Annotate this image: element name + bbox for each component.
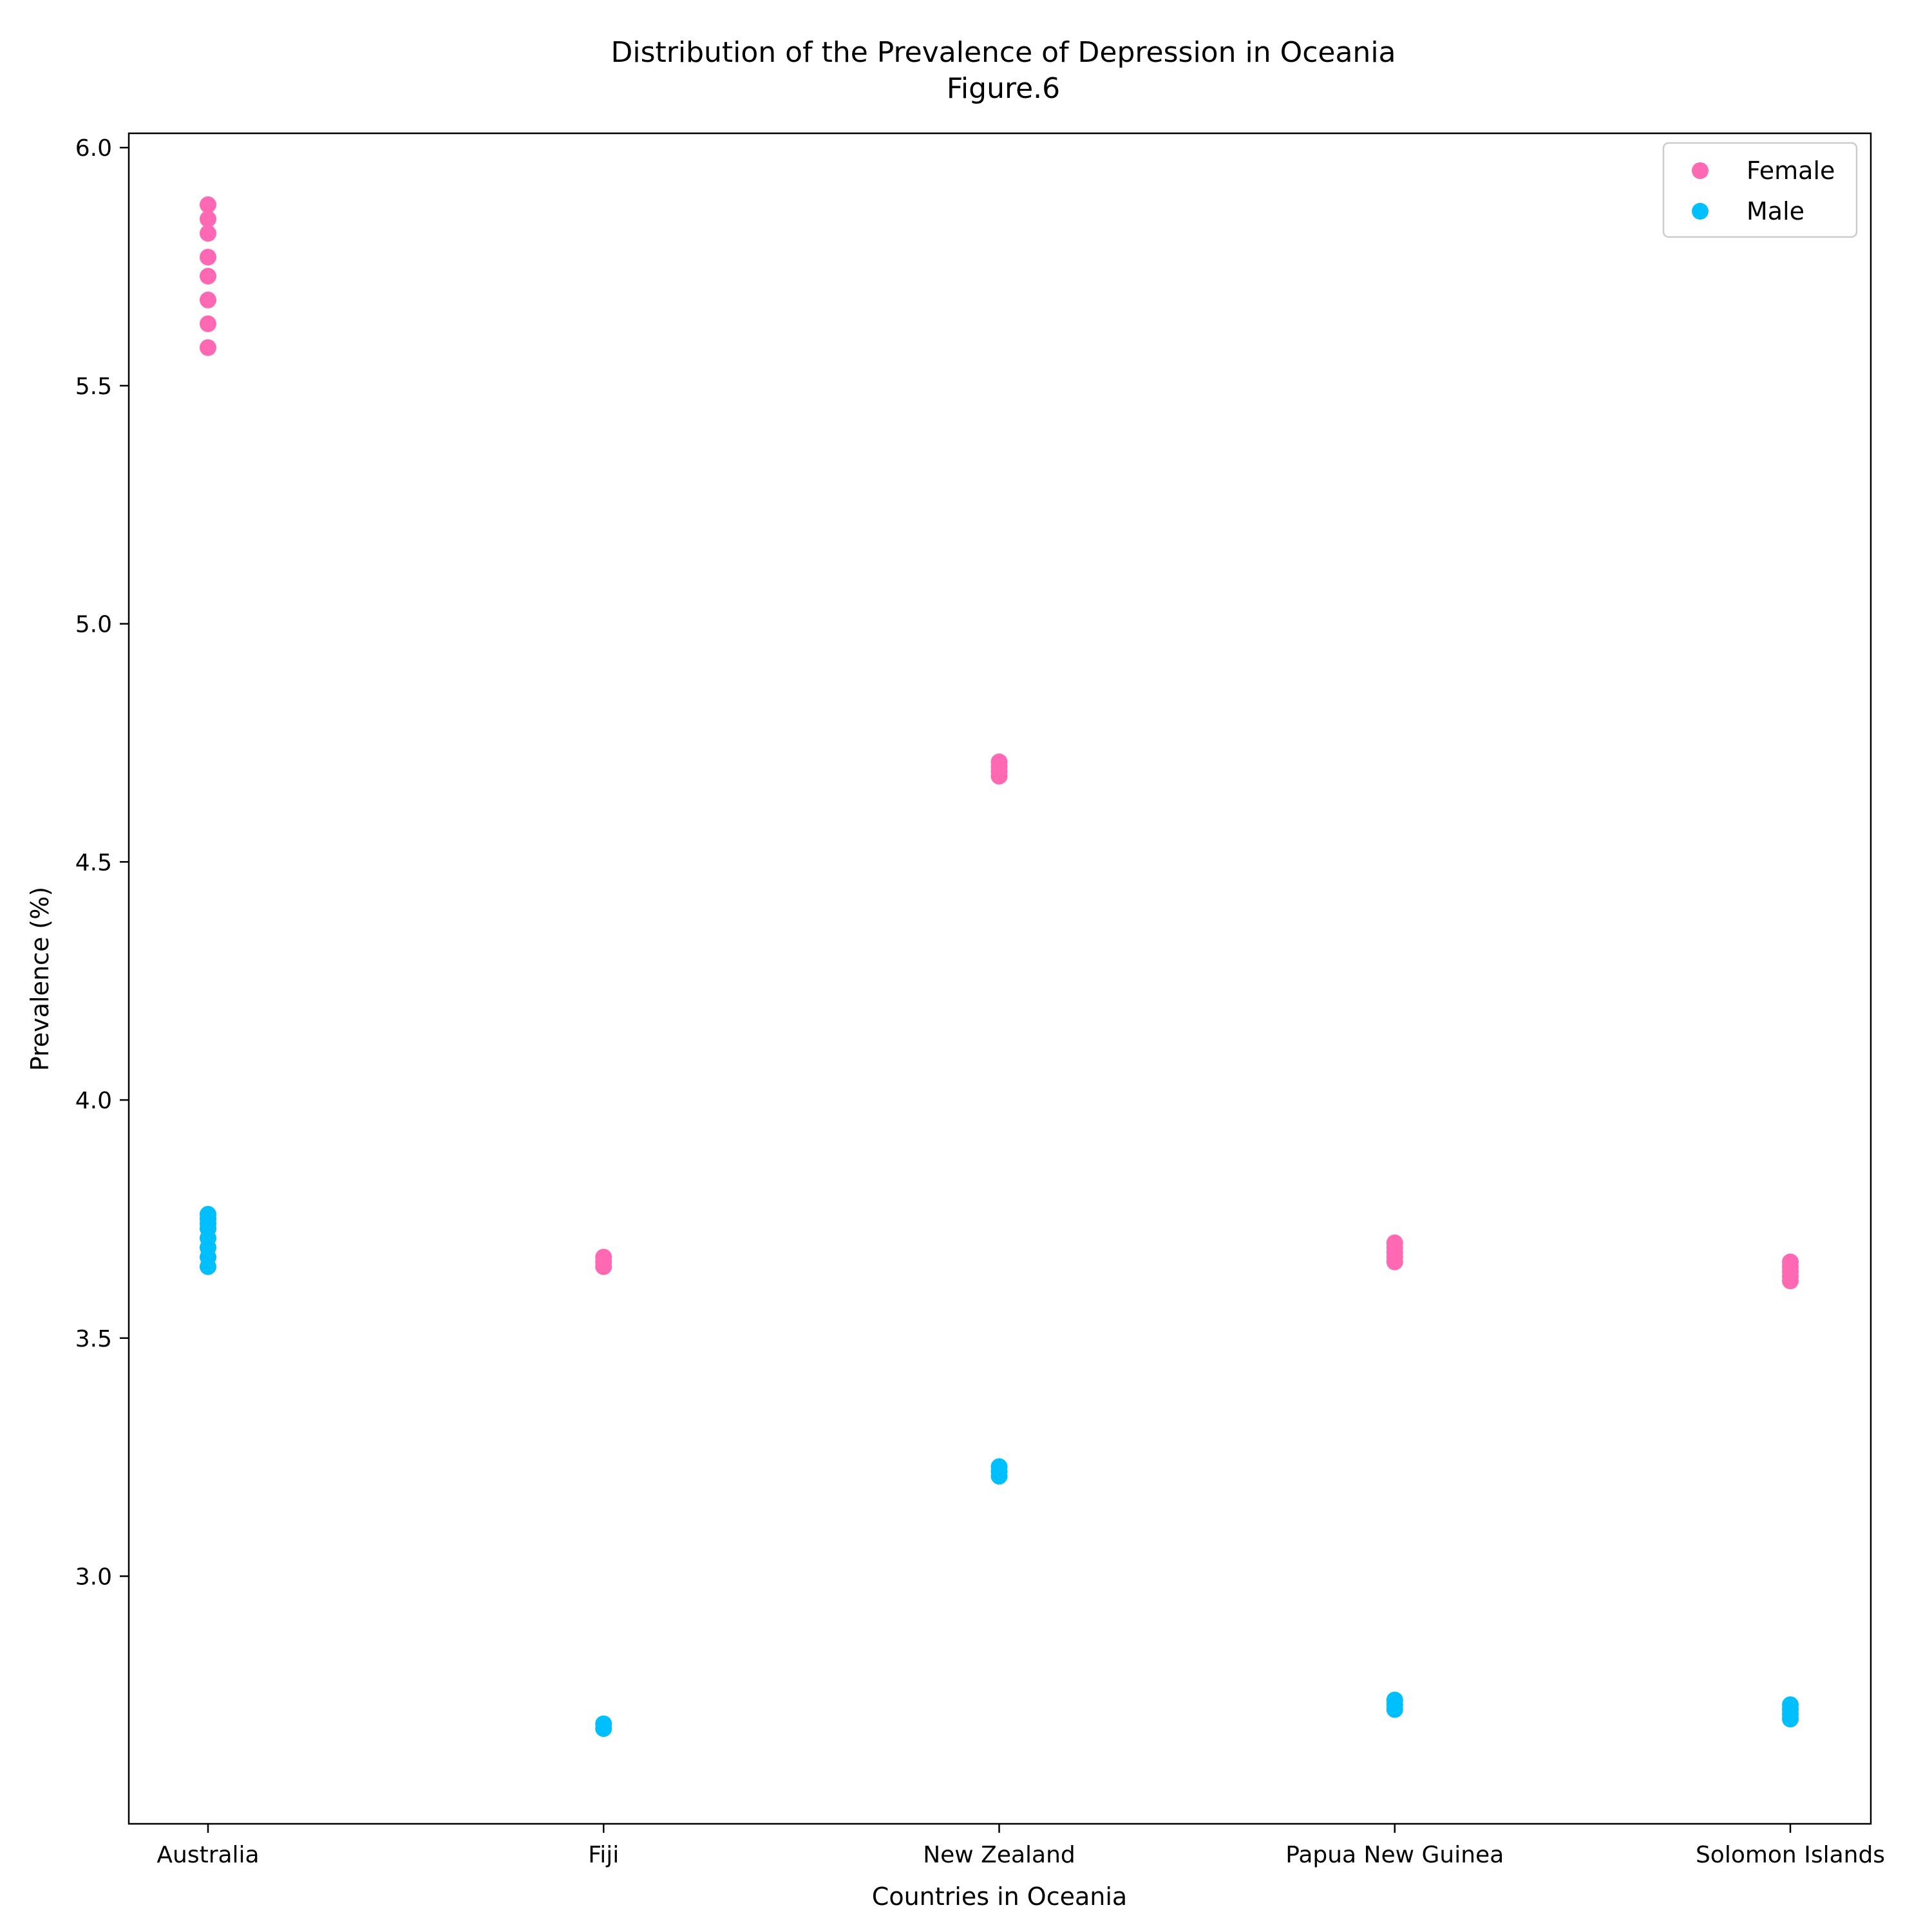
y-tick-label: 6.0 — [75, 135, 112, 162]
x-axis-label: Countries in Oceania — [872, 1882, 1127, 1911]
chart-subtitle: Figure.6 — [947, 72, 1060, 105]
legend-label-male: Male — [1747, 197, 1804, 225]
y-tick-label: 5.5 — [75, 374, 112, 400]
data-point — [200, 211, 216, 228]
data-point — [200, 267, 216, 285]
series-male — [200, 1206, 1799, 1738]
y-axis-ticks: 3.0 3.5 4.0 4.5 5.0 5.5 6.0 — [75, 135, 129, 1590]
chart-legend: Female Male — [1662, 142, 1858, 238]
legend-marker-male — [1692, 203, 1709, 220]
data-point — [595, 1715, 612, 1732]
plot-area — [200, 196, 1799, 1738]
data-point — [1386, 1234, 1403, 1251]
x-tick-label: Australia — [156, 1842, 259, 1868]
chart-title: Distribution of the Prevalence of Depres… — [611, 36, 1396, 69]
y-axis-label: Prevalence (%) — [26, 887, 54, 1071]
data-point — [595, 1249, 612, 1266]
data-point — [200, 291, 216, 308]
data-point — [200, 1206, 216, 1223]
data-point — [1782, 1696, 1799, 1714]
y-tick-label: 4.0 — [75, 1088, 112, 1114]
data-point — [200, 339, 216, 356]
data-point — [200, 225, 216, 242]
x-tick-label: Papua New Guinea — [1285, 1842, 1504, 1868]
axes-frame — [128, 132, 1872, 1825]
y-tick-label: 3.5 — [75, 1326, 112, 1352]
x-tick-label: Fiji — [588, 1842, 619, 1868]
legend-label-female: Female — [1747, 156, 1835, 185]
data-point — [200, 249, 216, 266]
data-point — [1386, 1691, 1403, 1709]
x-axis-ticks: Australia Fiji New Zealand Papua New Guinea… — [156, 1824, 1885, 1868]
legend-frame — [1662, 142, 1858, 238]
x-tick-label: Solomon Islands — [1696, 1842, 1885, 1868]
y-tick-label: 3.0 — [75, 1564, 112, 1590]
data-point — [200, 196, 216, 213]
legend-marker-female — [1692, 162, 1709, 179]
data-point — [1782, 1253, 1799, 1271]
y-tick-label: 4.5 — [75, 849, 112, 876]
series-female — [200, 196, 1799, 1290]
x-tick-label: New Zealand — [923, 1842, 1075, 1868]
data-point — [200, 315, 216, 332]
data-point — [990, 1458, 1008, 1475]
data-point — [990, 753, 1008, 771]
y-tick-label: 5.0 — [75, 612, 112, 638]
